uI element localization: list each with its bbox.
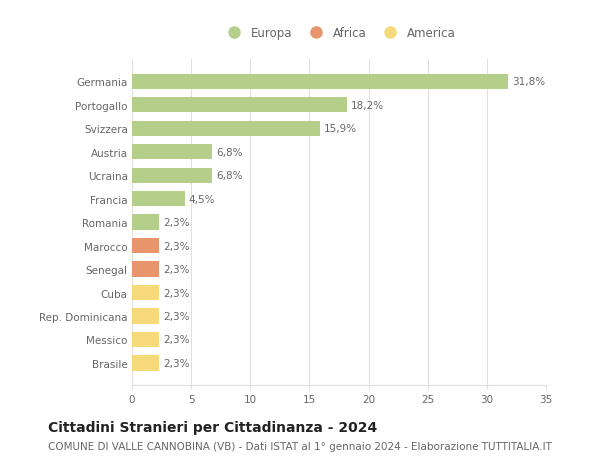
Text: 31,8%: 31,8%: [512, 77, 545, 87]
Legend: Europa, Africa, America: Europa, Africa, America: [219, 23, 459, 43]
Text: 2,3%: 2,3%: [163, 288, 189, 298]
Text: 2,3%: 2,3%: [163, 358, 189, 368]
Bar: [132, 121, 320, 136]
Text: 15,9%: 15,9%: [323, 124, 357, 134]
Bar: [132, 145, 212, 160]
Text: 18,2%: 18,2%: [351, 101, 384, 111]
Text: 4,5%: 4,5%: [189, 194, 215, 204]
Text: 2,3%: 2,3%: [163, 311, 189, 321]
Text: 2,3%: 2,3%: [163, 241, 189, 251]
Bar: [132, 215, 159, 230]
Text: 2,3%: 2,3%: [163, 264, 189, 274]
Bar: [132, 168, 212, 184]
Bar: [132, 309, 159, 324]
Text: 2,3%: 2,3%: [163, 218, 189, 228]
Bar: [132, 332, 159, 347]
Bar: [132, 356, 159, 371]
Bar: [132, 74, 508, 90]
Bar: [132, 262, 159, 277]
Text: 6,8%: 6,8%: [216, 147, 242, 157]
Bar: [132, 98, 347, 113]
Bar: [132, 238, 159, 254]
Bar: [132, 285, 159, 301]
Text: Cittadini Stranieri per Cittadinanza - 2024: Cittadini Stranieri per Cittadinanza - 2…: [48, 420, 377, 434]
Bar: [132, 191, 185, 207]
Text: COMUNE DI VALLE CANNOBINA (VB) - Dati ISTAT al 1° gennaio 2024 - Elaborazione TU: COMUNE DI VALLE CANNOBINA (VB) - Dati IS…: [48, 441, 552, 451]
Text: 2,3%: 2,3%: [163, 335, 189, 345]
Text: 6,8%: 6,8%: [216, 171, 242, 181]
